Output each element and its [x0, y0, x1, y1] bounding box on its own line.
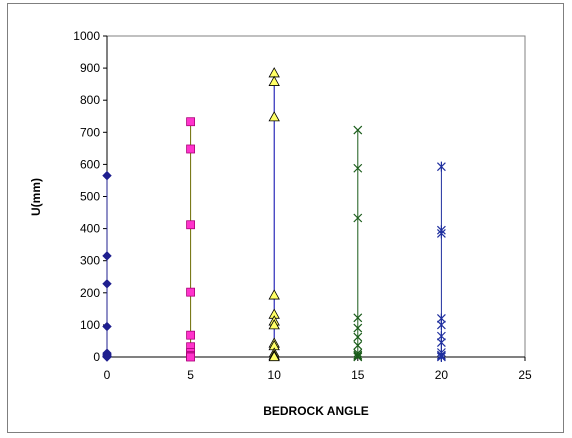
x-tick-label: 25: [518, 368, 532, 382]
star-point: [436, 319, 446, 330]
chart-frame: [7, 3, 564, 433]
star-point: [436, 352, 446, 362]
y-tick-label: 300: [80, 254, 100, 268]
square-point: [186, 287, 196, 297]
x-axis-title: BEDROCK ANGLE: [263, 404, 369, 418]
x-point: [353, 352, 363, 362]
y-axis-title: U(mm): [29, 178, 43, 216]
y-tick-label: 800: [80, 93, 100, 107]
diamond-point: [102, 170, 112, 181]
x-point: [353, 323, 363, 333]
square-point: [186, 330, 196, 340]
diamond-point: [102, 352, 112, 362]
x-point: [353, 341, 363, 350]
x-point: [353, 332, 363, 342]
y-tick-label: 600: [80, 157, 100, 171]
star-point: [436, 228, 446, 239]
x-tick-label: 5: [187, 368, 194, 382]
x-tick-label: 20: [435, 368, 449, 382]
x-tick-label: 0: [104, 368, 111, 382]
triangle-point: [268, 289, 280, 300]
x-tick-label: 15: [351, 368, 365, 382]
axes: 0 100 200 300 400 500 600 700 800 900 1000 0 5 10 15 20…: [73, 29, 532, 382]
x-tick-label: 10: [268, 368, 282, 382]
y-tick-label: 700: [80, 125, 100, 139]
triangle-point: [268, 75, 280, 86]
x-point: [353, 125, 363, 135]
x-point: [353, 350, 363, 360]
square-point: [186, 117, 196, 127]
y-tick-label: 0: [93, 350, 100, 364]
diamond-point: [102, 251, 112, 261]
square-point: [186, 352, 196, 362]
x-point: [353, 348, 363, 358]
y-tick-label: 400: [80, 222, 100, 236]
data-marks: [102, 67, 446, 362]
triangle-point: [268, 67, 280, 78]
y-tick-label: 500: [80, 190, 100, 204]
star-point: [436, 161, 446, 172]
plot-area-border: [106, 35, 526, 358]
triangle-point: [268, 111, 280, 122]
y-tick-label: 200: [80, 286, 100, 300]
square-point: [186, 144, 196, 154]
star-point: [436, 337, 446, 348]
triangle-point: [268, 319, 280, 330]
x-point: [353, 313, 363, 323]
diamond-point: [102, 321, 112, 332]
square-point: [186, 220, 196, 230]
y-tick-label: 1000: [73, 29, 100, 43]
diamond-point: [102, 279, 112, 289]
y-tick-label: 100: [80, 318, 100, 332]
triangle-point: [268, 350, 280, 362]
x-point: [353, 213, 363, 223]
x-point: [353, 163, 363, 173]
y-tick-label: 900: [80, 61, 100, 75]
